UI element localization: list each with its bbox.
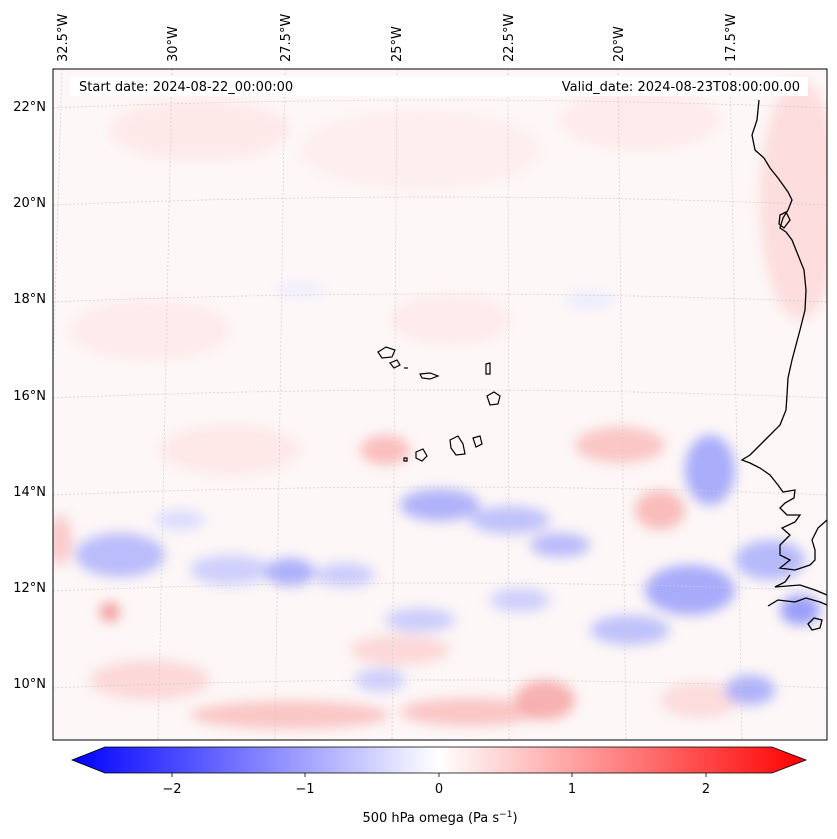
island-outline [472,435,483,448]
lat-label: 18°N [13,292,46,307]
lon-label: 30°W [166,26,181,62]
positive-area [160,425,300,475]
negative-area [590,615,670,645]
lon-label: 17.5°W [724,14,739,62]
negative-area [265,558,315,586]
island-outline [807,617,823,631]
map-frame [52,68,828,741]
colorbar-ticks [171,773,707,777]
positive-area [575,427,665,463]
negative-area [385,608,455,632]
lon-label: 27.5°W [279,14,294,62]
africa-coast [774,574,827,596]
cape-verde-islands [377,346,501,462]
negative-area [275,282,325,298]
positive-area [350,635,450,665]
valid-date-label: Valid_date: 2024-08-23T08:00:00.00 [562,80,800,95]
colorbar-tick-label: −2 [162,782,181,797]
africa-coast [767,597,827,607]
positive-area [660,682,740,718]
start-date-label: Start date: 2024-08-22_00:00:00 [79,80,293,95]
positive-area [100,602,120,622]
island-outline [486,391,501,406]
colorbar-title-sup: −1 [499,810,512,820]
negative-area [725,675,775,705]
island-outline [778,211,791,229]
colorbar: −2 −1 0 1 2 500 hPa omega (Pa s−1) [70,746,808,826]
negative-area [155,510,205,530]
positive-area [300,110,540,190]
colorbar-title-main: 500 hPa omega (Pa s [362,811,499,826]
negative-area [190,555,270,585]
negative-area [735,540,805,580]
positive-area [635,490,685,530]
omega-field [53,80,827,729]
lon-label: 22.5°W [502,14,517,62]
positive-area [70,300,230,360]
latitude-labels: 22°N 20°N 18°N 16°N 14°N 12°N 10°N [13,100,46,692]
island-outline [415,448,428,462]
positive-area [90,660,210,700]
positive-area [400,698,540,726]
island-outline [377,346,396,359]
negative-area [75,533,165,577]
positive-area [190,701,390,729]
negative-area [685,435,735,505]
colorbar-title-end: ) [512,811,517,826]
negative-area [565,292,615,308]
colorbar-tick-label: 0 [435,782,443,797]
island-outline [389,359,401,369]
positive-area [515,680,575,720]
negative-area [470,506,550,534]
positive-area [560,90,720,150]
map-panel: Start date: 2024-08-22_00:00:00 Valid_da… [53,69,827,740]
positive-area [110,100,290,160]
colorbar-tick-label: 2 [702,782,710,797]
lat-label: 22°N [13,100,46,115]
lon-label: 20°W [612,26,627,62]
lat-label: 12°N [13,581,46,596]
island-outline [419,372,440,380]
colorbar-tick-label: 1 [568,782,576,797]
island-outline [449,435,466,456]
africa-coast [740,99,827,571]
colorbar-tick-label: −1 [295,782,314,797]
colorbar-title: 500 hPa omega (Pa s−1) [362,810,517,826]
negative-area [645,565,735,615]
longitude-labels: 32.5°W 30°W 27.5°W 25°W 22.5°W 20°W 17.5… [56,14,739,62]
colorbar-body [70,746,808,774]
positive-area [360,435,410,465]
negative-area [530,533,590,557]
negative-area [400,489,480,521]
positive-area [760,80,827,320]
date-banner [71,77,808,96]
island-outline [485,362,491,375]
negative-area [780,595,820,625]
lat-label: 20°N [13,196,46,211]
negative-area [490,588,550,612]
positive-area [53,515,72,565]
lon-label: 32.5°W [56,14,71,62]
lat-label: 14°N [13,485,46,500]
lat-label: 10°N [13,677,46,692]
lon-label: 25°W [390,26,405,62]
positive-area [390,295,510,345]
lat-label: 16°N [13,389,46,404]
island-outline [403,457,408,462]
negative-area [315,563,375,587]
coastline [740,99,827,631]
